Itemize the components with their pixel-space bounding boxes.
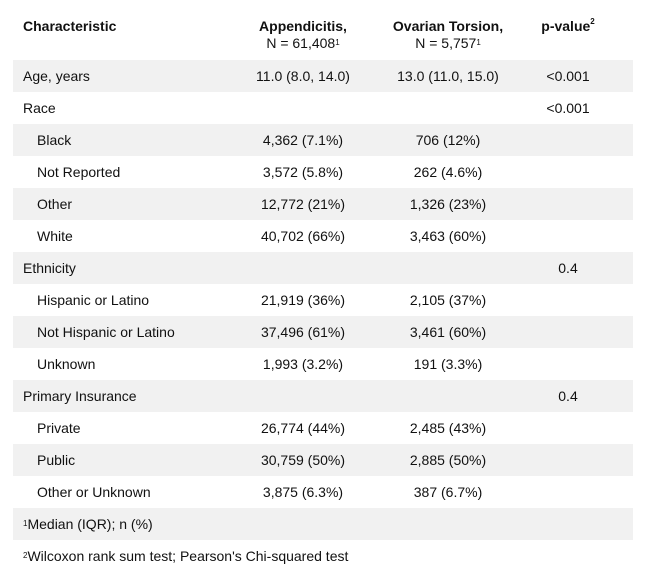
header-pvalue: p-value 2 (510, 8, 626, 34)
cell-appendicitis: 21,919 (36%) (260, 292, 346, 308)
row-label: Other or Unknown (37, 484, 151, 500)
cell-ovarian-torsion: 2,105 (37%) (409, 292, 487, 308)
cell-pvalue (510, 476, 626, 508)
cell-ovarian-torsion: 2,885 (50%) (409, 452, 487, 468)
header-ovarian-torsion: Ovarian Torsion, N = 5,7571 (363, 8, 533, 52)
header-ovarian-title: Ovarian Torsion, (392, 18, 504, 34)
cell-ovarian-torsion: 191 (3.3%) (413, 356, 483, 372)
header-appendicitis: Appendicitis, N = 61,4081 (218, 8, 388, 52)
cell-pvalue (510, 188, 626, 220)
header-appendicitis-n-wrap: N = 61,4081 (266, 35, 339, 52)
row-label: Race (23, 100, 56, 116)
table-row: Public 30,759 (50%) 2,885 (50%) (13, 444, 633, 476)
table-row: Ethnicity 0.4 (13, 252, 633, 284)
table-row: Primary Insurance 0.4 (13, 380, 633, 412)
header-ovarian-n: N = 5,757 (415, 35, 477, 51)
footnote-1-text: Median (IQR); n (%) (27, 516, 153, 532)
table-row: Age, years 11.0 (8.0, 14.0) 13.0 (11.0, 15… (13, 60, 633, 92)
row-label: Primary Insurance (23, 388, 137, 404)
summary-table: Characteristic Appendicitis, N = 61,4081… (13, 8, 633, 572)
cell-ovarian-torsion (363, 380, 533, 412)
cell-appendicitis: 3,572 (5.8%) (262, 164, 344, 180)
table-header: Characteristic Appendicitis, N = 61,4081… (13, 8, 633, 60)
table-row: White 40,702 (66%) 3,463 (60%) (13, 220, 633, 252)
row-label: Age, years (23, 68, 90, 84)
footnote-2-text: Wilcoxon rank sum test; Pearson's Chi-sq… (27, 548, 349, 564)
row-label: Private (37, 420, 81, 436)
cell-appendicitis: 11.0 (8.0, 14.0) (256, 68, 350, 84)
cell-ovarian-torsion (363, 252, 533, 284)
table-row: Unknown 1,993 (3.2%) 191 (3.3%) (13, 348, 633, 380)
table-body: Age, years 11.0 (8.0, 14.0) 13.0 (11.0, 15… (13, 60, 633, 508)
cell-pvalue (510, 444, 626, 476)
table-row: Other or Unknown 3,875 (6.3%) 387 (6.7%) (13, 476, 633, 508)
cell-appendicitis: 40,702 (66%) (260, 228, 346, 244)
header-pvalue-label: p-value (541, 18, 591, 34)
row-label: Public (37, 452, 76, 468)
cell-appendicitis: 26,774 (44%) (260, 420, 346, 436)
cell-ovarian-torsion: 1,326 (23%) (409, 196, 487, 212)
cell-ovarian-torsion: 13.0 (11.0, 15.0) (397, 68, 499, 84)
row-label: Not Hispanic or Latino (37, 324, 175, 340)
footnote-1-marker: 1 (23, 518, 28, 528)
cell-pvalue (510, 156, 626, 188)
header-appendicitis-title: Appendicitis, (259, 18, 347, 34)
header-appendicitis-n: N = 61,408 (266, 35, 336, 51)
footnote-1-content: 1 Median (IQR); n (%) (23, 508, 153, 540)
cell-appendicitis: 30,759 (50%) (260, 452, 346, 468)
cell-ovarian-torsion: 706 (12%) (415, 132, 481, 148)
header-characteristic: Characteristic (23, 18, 117, 34)
row-label: Unknown (37, 356, 96, 372)
row-label: Ethnicity (23, 260, 76, 276)
cell-ovarian-torsion: 3,461 (60%) (409, 324, 487, 340)
cell-ovarian-torsion: 2,485 (43%) (409, 420, 487, 436)
cell-pvalue (510, 124, 626, 156)
cell-pvalue: <0.001 (546, 100, 590, 116)
cell-appendicitis: 3,875 (6.3%) (262, 484, 344, 500)
cell-ovarian-torsion: 3,463 (60%) (409, 228, 487, 244)
row-label: Other (37, 196, 73, 212)
cell-appendicitis: 12,772 (21%) (260, 196, 346, 212)
cell-pvalue (510, 348, 626, 380)
cell-ovarian-torsion (363, 92, 533, 124)
row-label: White (37, 228, 73, 244)
cell-ovarian-torsion: 387 (6.7%) (413, 484, 483, 500)
row-label: Hispanic or Latino (37, 292, 150, 308)
cell-pvalue (510, 316, 626, 348)
cell-pvalue (510, 284, 626, 316)
cell-pvalue: <0.001 (546, 68, 590, 84)
table-row: Not Hispanic or Latino 37,496 (61%) 3,461 … (13, 316, 633, 348)
table-row: Private 26,774 (44%) 2,485 (43%) (13, 412, 633, 444)
footnote-2-content: 2 Wilcoxon rank sum test; Pearson's Chi-s… (23, 540, 348, 572)
cell-pvalue: 0.4 (558, 260, 578, 276)
row-label: Black (37, 132, 72, 148)
footnote-2-marker: 2 (23, 550, 28, 560)
table-row: Hispanic or Latino 21,919 (36%) 2,105 (37%… (13, 284, 633, 316)
cell-pvalue (510, 220, 626, 252)
header-ovarian-n-wrap: N = 5,7571 (415, 35, 481, 52)
table-row: Black 4,362 (7.1%) 706 (12%) (13, 124, 633, 156)
cell-pvalue: 0.4 (558, 388, 578, 404)
table-row: Other 12,772 (21%) 1,326 (23%) (13, 188, 633, 220)
cell-appendicitis: 1,993 (3.2%) (262, 356, 344, 372)
footnote-1: 1 Median (IQR); n (%) (13, 508, 633, 540)
footnote-marker-2: 2 (590, 17, 595, 26)
footnote-marker-1: 1 (335, 38, 340, 47)
cell-ovarian-torsion: 262 (4.6%) (413, 164, 483, 180)
footnote-2: 2 Wilcoxon rank sum test; Pearson's Chi-s… (13, 540, 633, 572)
cell-pvalue (510, 412, 626, 444)
row-label: Not Reported (37, 164, 121, 180)
table-row: Not Reported 3,572 (5.8%) 262 (4.6%) (13, 156, 633, 188)
table-row: Race <0.001 (13, 92, 633, 124)
cell-appendicitis: 4,362 (7.1%) (262, 132, 344, 148)
footnote-marker-1: 1 (476, 38, 481, 47)
cell-appendicitis: 37,496 (61%) (260, 324, 346, 340)
